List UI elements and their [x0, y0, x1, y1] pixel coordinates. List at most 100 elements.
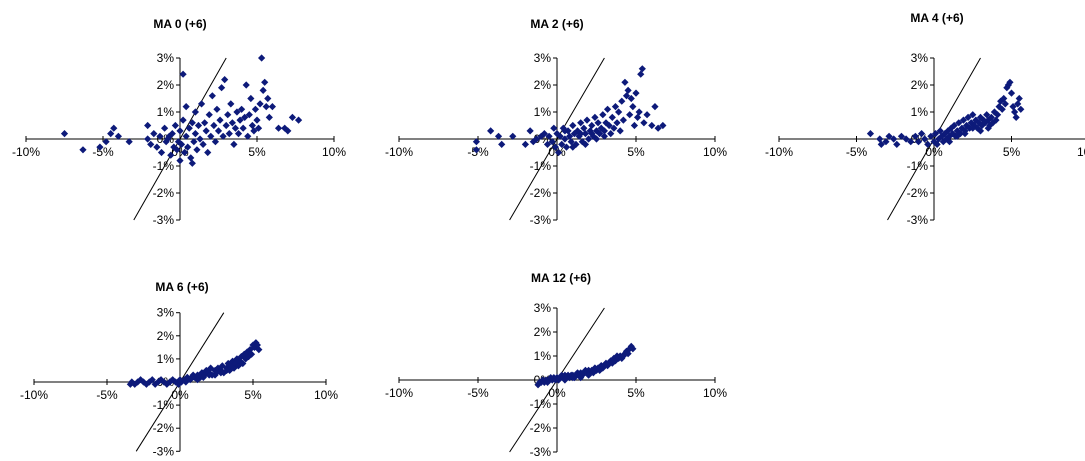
data-point — [992, 116, 1000, 124]
data-point — [182, 132, 190, 140]
data-point — [969, 111, 977, 119]
data-point — [624, 86, 632, 94]
data-point — [262, 103, 270, 111]
data-point — [494, 132, 503, 140]
data-point — [969, 124, 977, 132]
data-point — [603, 105, 612, 113]
data-point — [199, 140, 207, 148]
data-point — [876, 135, 884, 143]
data-point — [79, 146, 87, 154]
data-point — [1009, 103, 1017, 111]
data-point — [218, 362, 226, 370]
y-tick-label: 3% — [157, 306, 175, 320]
data-point — [545, 132, 553, 140]
data-point — [607, 130, 615, 138]
data-point — [1000, 94, 1008, 103]
y-tick-label: -1% — [530, 159, 552, 173]
data-point — [250, 127, 258, 135]
data-point — [964, 113, 972, 121]
data-point — [577, 130, 585, 138]
data-point — [594, 119, 602, 127]
data-point — [583, 116, 591, 124]
data-point — [866, 130, 875, 138]
chart-ma-0: MA 0 (+6)-10%-5%0%5%10%-3%-2%-1%0%1%2%3% — [12, 17, 346, 227]
chart-title: MA 2 (+6) — [530, 17, 583, 31]
y-tick-label: -1% — [153, 398, 175, 412]
data-point — [543, 140, 552, 148]
data-point — [173, 146, 181, 154]
chart-title: MA 6 (+6) — [155, 280, 208, 294]
data-point — [596, 130, 604, 138]
data-point — [1007, 89, 1016, 97]
x-tick-label: 10% — [322, 145, 346, 159]
data-point — [643, 111, 651, 119]
data-point — [983, 111, 991, 119]
data-point — [622, 92, 631, 100]
data-point — [607, 357, 615, 365]
data-point — [931, 130, 940, 138]
data-point — [148, 376, 156, 384]
data-point — [204, 148, 212, 157]
data-point — [239, 359, 247, 368]
data-point — [585, 371, 593, 379]
y-tick-label: 3% — [157, 51, 175, 65]
data-point — [214, 127, 223, 135]
data-point — [187, 154, 195, 162]
data-point — [588, 121, 596, 130]
data-point — [947, 124, 955, 132]
data-point — [167, 151, 175, 159]
y-tick-label: 1% — [534, 105, 552, 119]
data-point — [241, 113, 249, 121]
data-point — [597, 124, 605, 132]
data-point — [608, 113, 616, 121]
data-point — [950, 121, 958, 130]
data-point — [993, 111, 1002, 119]
data-point — [599, 111, 607, 119]
data-point — [236, 116, 244, 124]
data-point — [472, 138, 481, 146]
data-point — [176, 376, 184, 384]
data-point — [936, 127, 944, 135]
data-point — [976, 127, 985, 135]
data-point — [927, 132, 935, 140]
y-tick-label: -2% — [907, 186, 929, 200]
data-point — [1012, 113, 1020, 121]
x-tick-label: 5% — [1003, 145, 1021, 159]
data-point — [1006, 78, 1014, 86]
y-tick-label: 3% — [534, 51, 552, 65]
data-point — [990, 108, 999, 116]
y-tick-label: -2% — [153, 186, 175, 200]
data-point — [561, 127, 569, 135]
data-point — [284, 127, 292, 135]
data-point — [294, 116, 303, 124]
data-point — [610, 124, 618, 132]
data-point — [242, 355, 250, 363]
data-point — [196, 135, 204, 143]
data-point — [171, 121, 179, 130]
data-point — [217, 84, 226, 92]
data-point — [882, 138, 890, 146]
data-point — [566, 132, 574, 140]
data-point — [596, 366, 604, 374]
data-point — [498, 140, 506, 148]
data-point — [554, 148, 563, 157]
x-tick-label: -10% — [20, 388, 48, 402]
data-point — [188, 159, 196, 167]
data-point — [157, 148, 166, 157]
data-point — [1015, 94, 1023, 103]
data-point — [572, 140, 580, 148]
x-tick-label: -10% — [385, 386, 413, 400]
data-point — [633, 113, 642, 121]
data-point — [181, 148, 189, 157]
data-point — [581, 140, 590, 148]
x-tick-label: -5% — [96, 388, 118, 402]
data-point — [210, 121, 218, 130]
data-point — [961, 130, 969, 138]
data-point — [221, 76, 229, 84]
data-point — [602, 119, 610, 127]
y-tick-label: 3% — [534, 301, 552, 315]
data-point — [618, 97, 626, 105]
data-point — [933, 140, 941, 148]
x-tick-label: -5% — [467, 386, 489, 400]
data-point — [472, 146, 481, 154]
